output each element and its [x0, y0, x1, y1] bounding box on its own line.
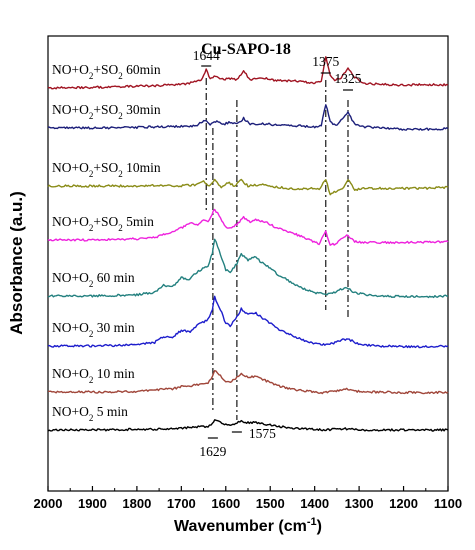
series-line-5 — [47, 238, 448, 299]
x-tick-label-1100: 1100 — [434, 496, 462, 511]
x-tick-label-1800: 1800 — [122, 496, 151, 511]
annotation-1629: 1629 — [199, 444, 226, 459]
chart-title: Cu-SAPO-18 — [201, 41, 291, 58]
x-tick-label-1600: 1600 — [211, 496, 240, 511]
series-label-2: NO+O2+SO2 30min — [52, 102, 161, 121]
reference-lines — [205, 78, 349, 420]
x-tick-label-1300: 1300 — [345, 496, 374, 511]
annotation-1575: 1575 — [249, 426, 276, 441]
x-tick-label-1400: 1400 — [300, 496, 329, 511]
annotation-1644: 1644 — [193, 48, 220, 63]
x-tick-label-1700: 1700 — [167, 496, 196, 511]
series-label-1: NO+O2+SO2 60min — [52, 62, 161, 81]
series-line-8 — [47, 419, 449, 432]
x-axis-ticks: 2000 1900 1800 1700 1600 1500 1400 1300 1200 1100 — [34, 486, 462, 511]
series-label-7: NO+O2 10 min — [52, 366, 135, 385]
spectra-traces — [47, 56, 449, 432]
peak-annotations: 1644 1629 1575 1375 1325 — [193, 48, 362, 459]
series-label-5: NO+O2 60 min — [52, 270, 135, 289]
trace-labels: NO+O2+SO2 60min NO+O2+SO2 30min NO+O2+SO2 … — [52, 62, 161, 423]
series-line-3 — [47, 178, 449, 196]
series-line-1 — [47, 56, 449, 90]
series-label-8: NO+O2 5 min — [52, 404, 128, 423]
annotation-1375: 1375 — [312, 54, 339, 69]
x-axis-label: Wavenumber (cm-1) — [174, 516, 322, 535]
x-tick-label-1200: 1200 — [389, 496, 418, 511]
series-label-6: NO+O2 30 min — [52, 320, 135, 339]
annotation-1325: 1325 — [335, 71, 362, 86]
series-line-4 — [47, 208, 449, 246]
series-line-6 — [47, 295, 449, 349]
series-line-7 — [47, 369, 449, 395]
y-axis-label: Absorbance (a.u.) — [7, 191, 26, 335]
series-label-4: NO+O2+SO2 5min — [52, 214, 154, 233]
x-tick-label-2000: 2000 — [34, 496, 63, 511]
series-line-2 — [47, 104, 449, 131]
series-label-3: NO+O2+SO2 10min — [52, 160, 161, 179]
x-tick-label-1900: 1900 — [78, 496, 107, 511]
x-tick-label-1500: 1500 — [256, 496, 285, 511]
